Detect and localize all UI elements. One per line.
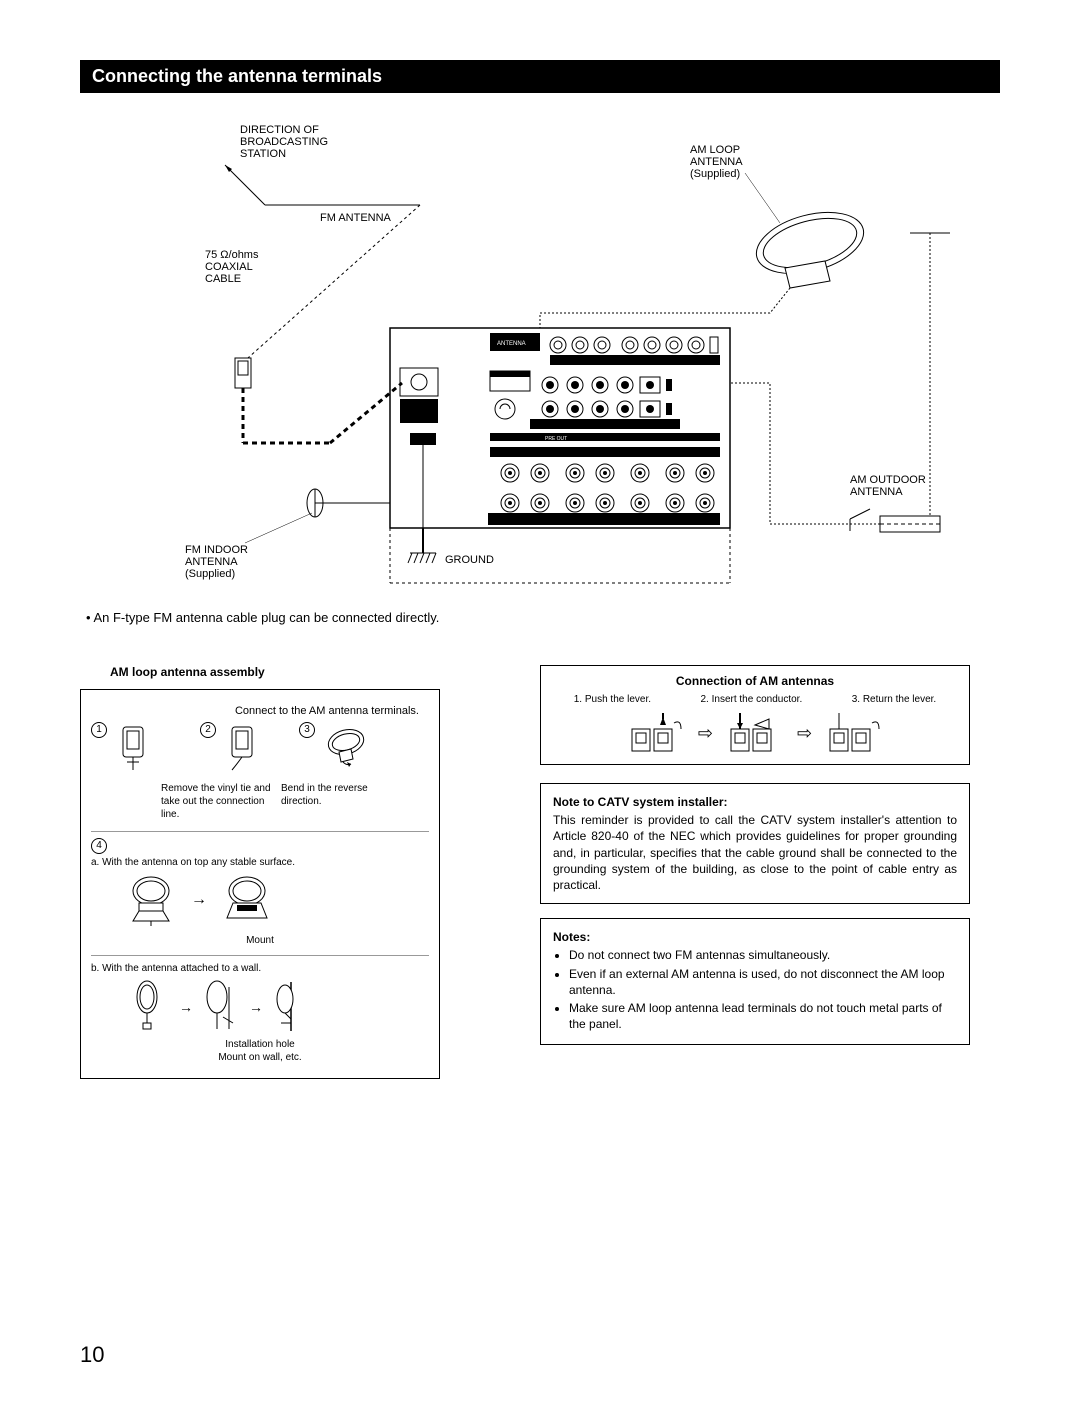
am-loop-label: AM LOOP ANTENNA (Supplied) [690,144,745,180]
assembly-icon-3 [321,722,371,772]
direction-label: DIRECTION OF BROADCASTING STATION [240,124,331,160]
assembly-step3-text: Bend in the reverse direction. [281,782,381,821]
ground-label: GROUND [445,554,494,566]
install-hole-label: Installation hole Mount on wall, etc. [91,1038,429,1064]
svg-text:ANTENNA: ANTENNA [497,341,526,347]
page-number: 10 [80,1342,104,1368]
f-type-note: • An F-type FM antenna cable plug can be… [80,610,1000,625]
assembly-icon-4b-2 [201,979,241,1034]
note-item-3: Make sure AM loop antenna lead terminals… [569,1000,957,1032]
catv-body: This reminder is provided to call the CA… [553,812,957,893]
coax-label: 75 Ω/ohms COAXIAL CABLE [205,249,262,285]
am-loop-icon [750,202,871,288]
assembly-4a-text: a. With the antenna on top any stable su… [91,856,429,869]
connection-box: Connection of AM antennas 1. Push the le… [540,665,970,765]
svg-text:PRE OUT: PRE OUT [545,436,567,442]
arrow-icon: → [191,890,207,911]
assembly-step2-text: Remove the vinyl tie and take out the co… [161,782,271,821]
receiver-back-panel: ANTENNA [320,328,730,583]
conn-step3: 3. Return the lever. [852,694,937,705]
assembly-icon-4b-1 [131,979,171,1034]
note-item-1: Do not connect two FM antennas simultane… [569,947,957,963]
assembly-icon-4a-1 [121,873,181,928]
note-item-2: Even if an external AM antenna is used, … [569,966,957,998]
arrow-icon: ⇨ [797,723,812,744]
conn-step2: 2. Insert the conductor. [701,694,803,705]
step-number-4: 4 [91,838,107,854]
conn-icon-2 [725,711,785,756]
step-number-2: 2 [200,722,216,738]
catv-note-box: Note to CATV system installer: This remi… [540,783,970,904]
assembly-icon-1 [113,722,153,772]
assembly-step1-text: Connect to the AM antenna terminals. [91,704,429,718]
assembly-icon-2 [222,722,262,772]
section-header: Connecting the antenna terminals [80,60,1000,93]
mount-label: Mount [91,934,429,947]
notes-title: Notes: [553,929,957,945]
antenna-connection-diagram: DIRECTION OF BROADCASTING STATION FM ANT… [80,113,1000,593]
arrow-icon: ⇨ [698,723,713,744]
conn-icon-3 [824,711,884,756]
am-outdoor-label: AM OUTDOOR ANTENNA [850,474,929,498]
assembly-icon-4b-3 [271,979,311,1034]
connection-title: Connection of AM antennas [549,674,961,688]
notes-box: Notes: Do not connect two FM antennas si… [540,918,970,1045]
conn-icon-1 [626,711,686,756]
conn-step1: 1. Push the lever. [574,694,651,705]
assembly-title: AM loop antenna assembly [80,665,440,679]
step-number-1: 1 [91,722,107,738]
step-number-3: 3 [299,722,315,738]
catv-title: Note to CATV system installer: [553,794,957,810]
fm-indoor-label: FM INDOOR ANTENNA (Supplied) [185,544,251,580]
fm-antenna-label: FM ANTENNA [320,212,392,224]
arrow-icon: → [249,998,263,1016]
assembly-4b-text: b. With the antenna attached to a wall. [91,962,429,975]
assembly-icon-4a-2 [217,873,277,928]
assembly-box: Connect to the AM antenna terminals. 1 2 [80,689,440,1079]
arrow-icon: → [179,998,193,1016]
